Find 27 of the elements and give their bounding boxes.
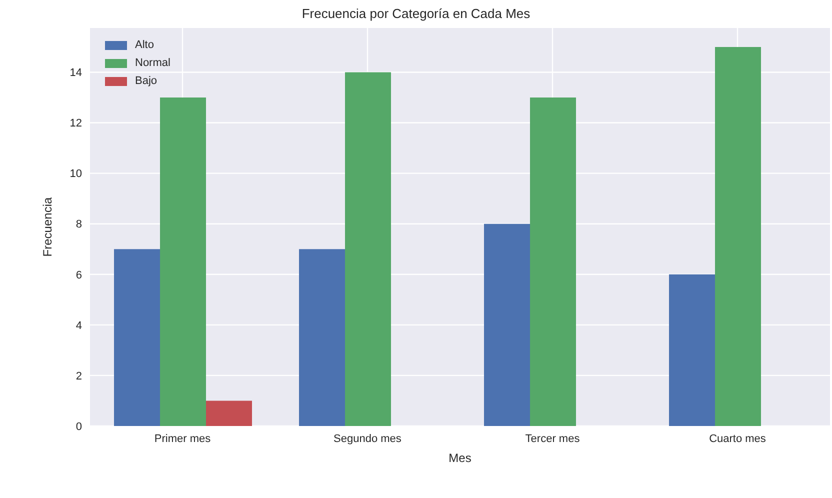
bar [345,72,391,426]
y-tick-label: 6 [76,269,82,282]
x-tick-label: Segundo mes [334,432,402,445]
y-tick-label: 10 [70,168,82,180]
y-tick-label: 0 [76,420,82,433]
x-tick-label: Tercer mes [525,432,580,445]
y-tick-label: 14 [70,67,82,80]
bar [114,249,160,426]
bar [669,274,715,426]
legend-label: Bajo [135,75,158,87]
bar [206,400,252,426]
chart-title: Frecuencia por Categoría en Cada Mes [300,6,532,21]
y-tick-label: 4 [76,320,82,332]
y-axis-title: Frecuencia [40,197,54,257]
y-tick-label: 12 [70,118,82,130]
bar [530,97,576,426]
y-tick-label: 2 [76,370,82,382]
bar [715,46,761,426]
x-tick-label: Primer mes [154,432,212,445]
bar [160,97,206,426]
legend-label: Alto [135,39,154,51]
bar [299,249,345,426]
x-axis-title: Mes [448,451,472,465]
x-tick-label: Cuarto mes [709,432,766,445]
bar [484,224,530,426]
y-tick-label: 8 [76,218,82,231]
legend-label: Normal [135,57,170,69]
